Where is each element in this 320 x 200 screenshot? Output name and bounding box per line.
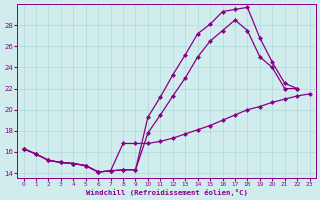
X-axis label: Windchill (Refroidissement éolien,°C): Windchill (Refroidissement éolien,°C) [86, 189, 248, 196]
